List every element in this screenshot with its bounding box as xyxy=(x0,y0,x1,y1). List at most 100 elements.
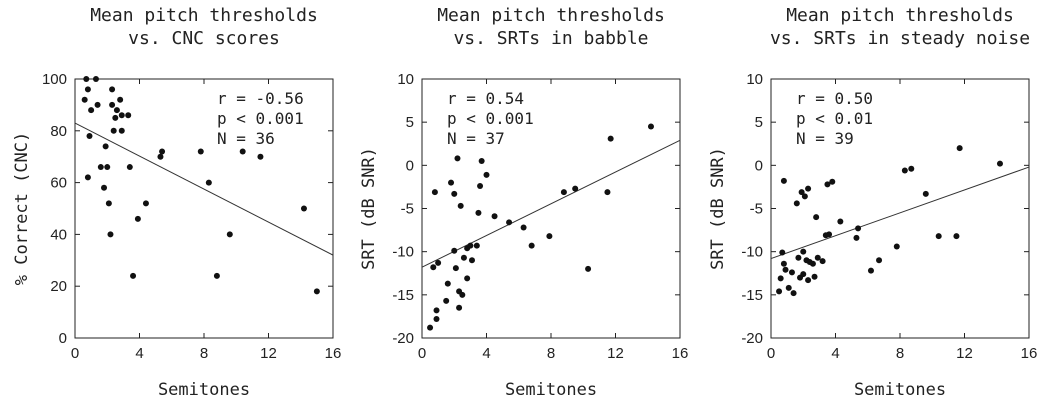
data-point xyxy=(300,205,307,212)
data-point xyxy=(837,218,844,225)
x-tick-label: 4 xyxy=(135,345,143,362)
y-tick-label: 10 xyxy=(746,71,763,88)
x-tick-label: 12 xyxy=(607,345,624,362)
data-point xyxy=(795,254,802,261)
y-axis-label: % Correct (CNC) xyxy=(12,132,32,286)
data-point xyxy=(805,185,812,192)
stats-line: N = 39 xyxy=(796,129,854,148)
data-point xyxy=(811,273,818,280)
data-point xyxy=(109,101,116,108)
data-point xyxy=(104,164,111,171)
data-point xyxy=(113,107,120,114)
data-point xyxy=(779,249,786,256)
data-point xyxy=(109,86,116,93)
y-tick-label: 80 xyxy=(50,123,67,140)
data-point xyxy=(801,193,808,200)
data-point xyxy=(800,248,807,255)
data-point xyxy=(460,254,467,261)
data-point xyxy=(829,178,836,185)
x-tick-label: 16 xyxy=(672,345,689,362)
data-point xyxy=(996,160,1003,167)
y-tick-label: -20 xyxy=(741,330,763,347)
stats-line: p < 0.001 xyxy=(217,109,304,128)
y-tick-label: 10 xyxy=(397,71,414,88)
data-point xyxy=(798,189,805,196)
stats-line: p < 0.001 xyxy=(447,109,534,128)
chart-title-line: vs. CNC scores xyxy=(128,28,280,49)
data-point xyxy=(226,231,233,238)
data-point xyxy=(819,258,826,265)
data-point xyxy=(257,153,264,160)
data-point xyxy=(560,189,567,196)
chart-title-line: vs. SRTs in steady noise xyxy=(770,28,1030,49)
x-tick-label: 0 xyxy=(767,345,775,362)
data-point xyxy=(467,242,474,249)
data-point xyxy=(213,272,220,279)
stats-line: N = 37 xyxy=(447,129,505,148)
regression-line xyxy=(74,122,334,256)
data-point xyxy=(125,112,132,119)
y-tick-label: 40 xyxy=(50,226,67,243)
data-point xyxy=(585,265,592,272)
data-point xyxy=(604,189,611,196)
y-axis-label: SRT (dB SNR) xyxy=(359,147,379,270)
y-tick-label: 20 xyxy=(50,278,67,295)
data-point xyxy=(101,184,108,191)
data-point xyxy=(452,265,459,272)
y-tick-label: -20 xyxy=(392,330,414,347)
regression-line xyxy=(770,166,1030,260)
y-tick-label: -5 xyxy=(750,201,763,218)
stats-line: p < 0.01 xyxy=(796,109,873,128)
data-point xyxy=(464,275,471,282)
data-point xyxy=(777,275,784,282)
stats-line: r = 0.54 xyxy=(447,89,524,108)
data-point xyxy=(826,231,833,238)
x-axis-label: Semitones xyxy=(505,380,597,400)
y-tick-label: 0 xyxy=(406,157,414,174)
data-point xyxy=(118,112,125,119)
data-point xyxy=(94,101,101,108)
data-point xyxy=(433,307,440,314)
y-axis-label: SRT (dB SNR) xyxy=(708,147,728,270)
data-point xyxy=(491,213,498,220)
data-point xyxy=(793,200,800,207)
data-point xyxy=(809,260,816,267)
chart-title-line: Mean pitch thresholds xyxy=(90,5,318,26)
x-tick-label: 8 xyxy=(547,345,555,362)
y-tick-label: 0 xyxy=(59,330,67,347)
data-point xyxy=(142,200,149,207)
data-point xyxy=(935,233,942,240)
data-point xyxy=(88,107,95,114)
y-tick-label: -15 xyxy=(392,287,414,304)
y-tick-label: -5 xyxy=(401,201,414,218)
chart-title-line: vs. SRTs in babble xyxy=(453,28,648,49)
data-point xyxy=(102,143,109,150)
data-point xyxy=(813,214,820,221)
data-point xyxy=(814,254,821,261)
data-point xyxy=(105,200,112,207)
x-tick-label: 8 xyxy=(200,345,208,362)
data-point xyxy=(313,288,320,295)
data-point xyxy=(855,225,862,232)
x-tick-label: 16 xyxy=(325,345,342,362)
data-point xyxy=(157,153,164,160)
chart-title-line: Mean pitch thresholds xyxy=(786,5,1014,26)
data-point xyxy=(84,174,91,181)
stats-line: r = 0.50 xyxy=(796,89,873,108)
data-point xyxy=(790,290,797,297)
y-tick-label: 5 xyxy=(755,114,763,131)
data-point xyxy=(468,257,475,264)
regression-line xyxy=(421,139,681,268)
data-point xyxy=(118,127,125,134)
data-point xyxy=(546,233,553,240)
data-point xyxy=(483,171,490,178)
data-point xyxy=(159,148,166,155)
data-point xyxy=(239,148,246,155)
data-point xyxy=(520,224,527,231)
data-point xyxy=(647,123,654,130)
data-point xyxy=(867,267,874,274)
data-point xyxy=(444,280,451,287)
x-tick-label: 16 xyxy=(1021,345,1038,362)
data-point xyxy=(457,202,464,209)
